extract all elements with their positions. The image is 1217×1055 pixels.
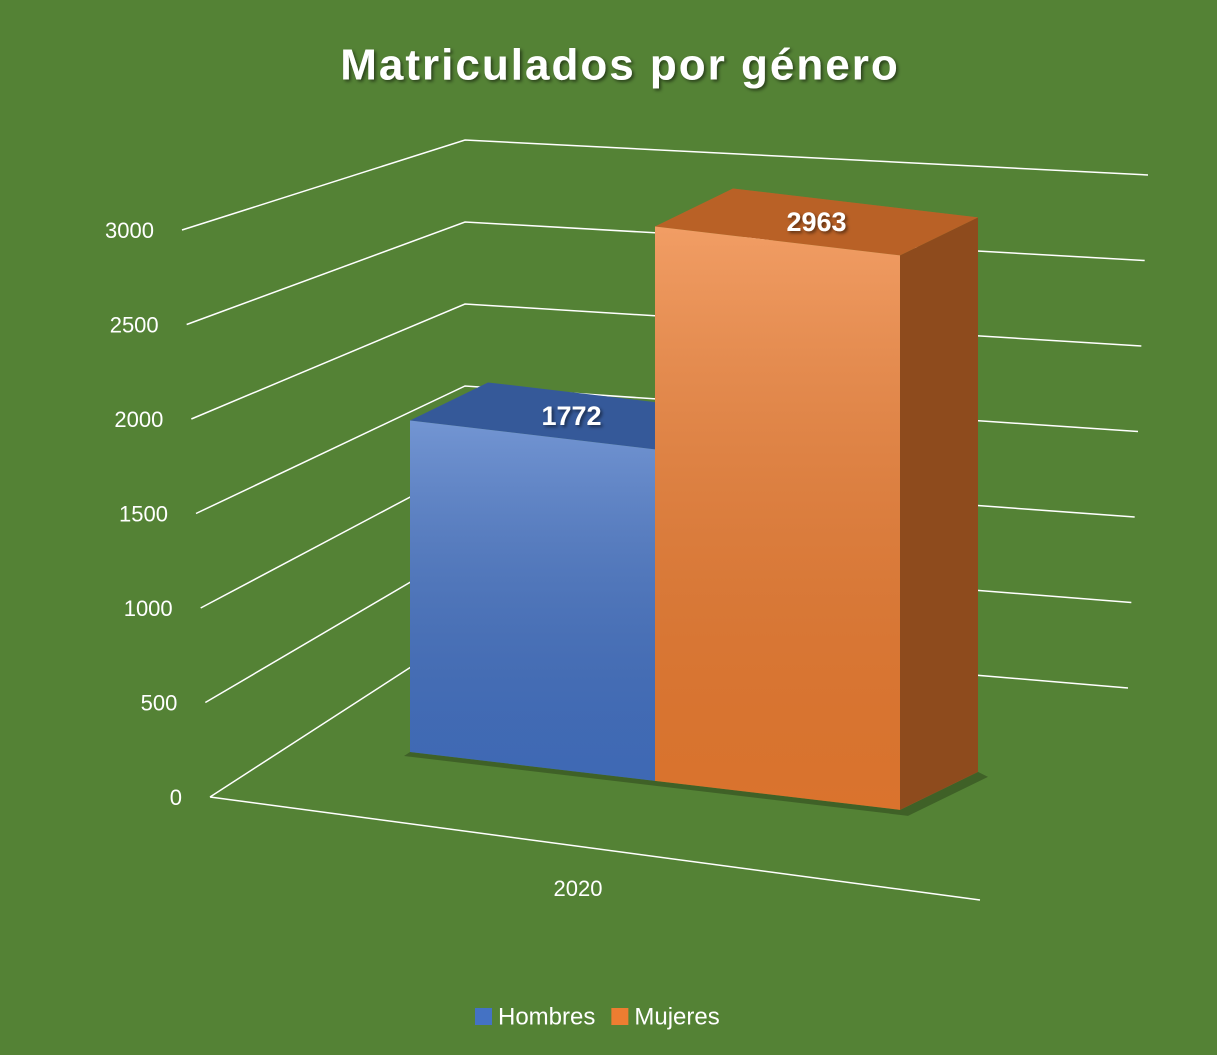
bar-top-shade [655, 188, 978, 256]
chart-title: Matriculados por género [340, 41, 899, 90]
bar-top [655, 188, 978, 256]
legend-swatch [475, 1008, 492, 1025]
bar-top [410, 382, 733, 450]
bar-group [655, 188, 978, 810]
y-tick-label: 0 [170, 785, 182, 810]
y-tick-label: 500 [141, 690, 178, 715]
legend-label: Mujeres [634, 1003, 719, 1030]
bar-top-shade [410, 382, 733, 450]
y-tick-label: 1500 [119, 501, 168, 526]
bar-side [900, 217, 978, 810]
y-tick-label: 3000 [105, 218, 154, 243]
y-tick-label: 1000 [124, 596, 173, 621]
y-tick-label: 2000 [114, 407, 163, 432]
legend-swatch [611, 1008, 629, 1025]
data-label: 2963 [786, 207, 846, 237]
legend-label: Hombres [498, 1003, 595, 1030]
y-tick-label: 2500 [110, 312, 159, 337]
floor-line [209, 796, 981, 901]
bar-shadow [404, 752, 988, 816]
data-label: 1772 [541, 401, 601, 431]
grid-line [181, 139, 1149, 231]
bar-side-shade [900, 217, 978, 810]
bar-group [410, 382, 733, 781]
bar-shine [410, 420, 655, 781]
x-tick-label: 2020 [554, 876, 603, 901]
bar-shine [655, 226, 900, 810]
